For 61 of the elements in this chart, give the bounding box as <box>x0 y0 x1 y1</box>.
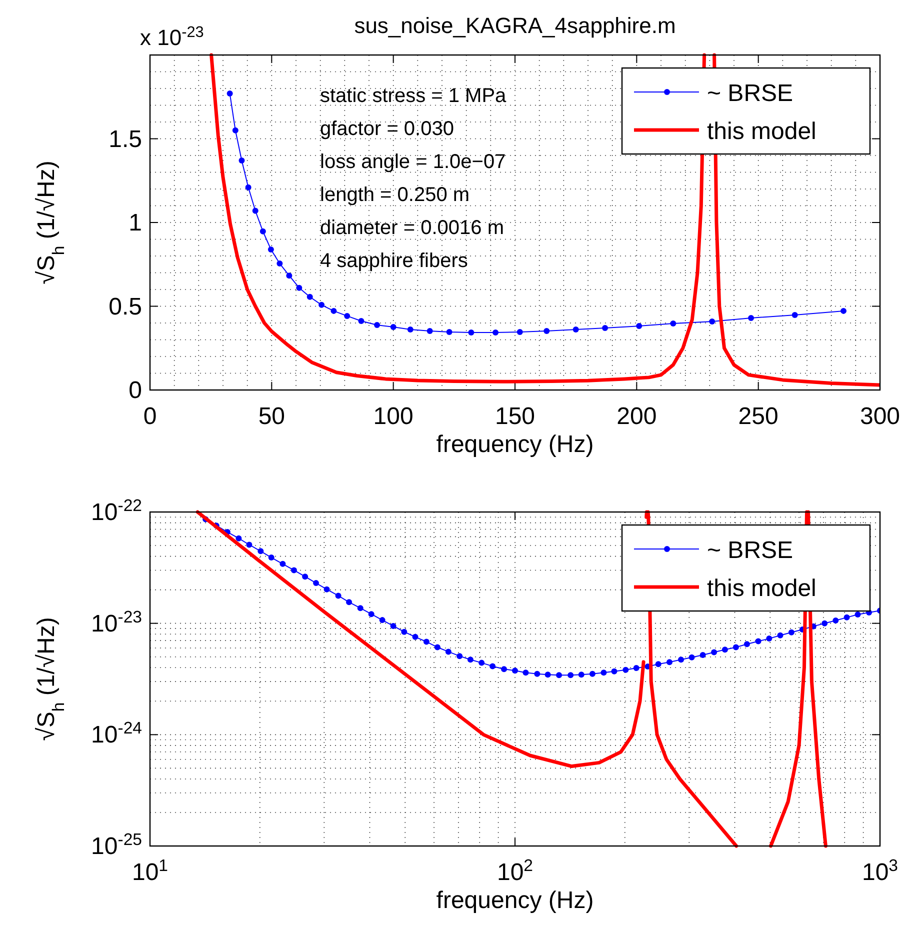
x-axis-title: frequency (Hz) <box>436 431 594 458</box>
point <box>792 312 798 318</box>
point <box>252 208 258 214</box>
point <box>602 325 608 332</box>
point <box>670 320 676 327</box>
point <box>245 184 252 190</box>
point <box>840 308 846 314</box>
point <box>748 314 754 321</box>
y-tick-label: 0 <box>128 377 142 404</box>
annotation: static stress = 1 MPa <box>320 85 508 107</box>
point <box>232 127 238 134</box>
y-tick-label: 10$^{-24}$ <box>91 718 142 749</box>
legend-label: ~ BRSE <box>707 80 794 107</box>
legend-label: ~ BRSE <box>707 537 794 564</box>
x-tick-label: 10$^{3}$ <box>862 856 898 886</box>
point <box>492 330 499 336</box>
annotation: diameter = 0.0016 m <box>320 217 504 239</box>
x-tick-label: 150 <box>494 403 536 430</box>
point <box>268 246 274 252</box>
annotation: gfactor = 0.030 <box>320 118 454 140</box>
x-tick-label: 50 <box>258 403 286 430</box>
point <box>426 328 433 334</box>
point <box>544 328 550 334</box>
point <box>358 318 364 324</box>
point <box>374 322 380 328</box>
x-tick-label: 100 <box>373 403 414 430</box>
x-tick-label: 300 <box>860 403 900 430</box>
x-tick-label: 200 <box>616 403 657 430</box>
point <box>286 272 292 279</box>
point <box>709 318 716 324</box>
y-tick-label: 10$^{-22}$ <box>91 496 142 526</box>
text: x 10$^{-23}$ <box>140 24 204 50</box>
annotation: loss angle = 1.0e−07 <box>320 151 506 173</box>
point <box>516 329 523 336</box>
point <box>407 326 414 333</box>
y-tick-label: 1.5 <box>108 126 142 153</box>
point <box>330 308 337 314</box>
point <box>306 294 313 300</box>
point <box>636 323 642 330</box>
annotation: 4 sapphire fibers <box>320 250 468 272</box>
legend-label: this model <box>707 575 816 602</box>
chart-title: sus_noise_KAGRA_4sapphire.m <box>354 13 676 38</box>
point <box>572 326 579 333</box>
point <box>390 324 396 330</box>
y-tick-label: 1 <box>128 210 142 236</box>
point <box>344 312 350 319</box>
point <box>468 330 474 336</box>
point <box>276 260 283 267</box>
x-tick-label: 250 <box>738 403 778 430</box>
point <box>318 302 325 308</box>
y-tick-label: 0.5 <box>108 293 142 320</box>
point <box>226 90 233 97</box>
point <box>446 329 452 336</box>
x-tick-label: 10$^{2}$ <box>496 856 534 886</box>
legend-label: this model <box>707 118 816 145</box>
point <box>260 228 266 234</box>
annotation: length = 0.250 m <box>320 184 470 206</box>
point <box>296 284 302 291</box>
y-tick-label: 10$^{-23}$ <box>91 606 142 638</box>
point <box>238 158 245 164</box>
x-axis-title: frequency (Hz) <box>436 887 594 914</box>
